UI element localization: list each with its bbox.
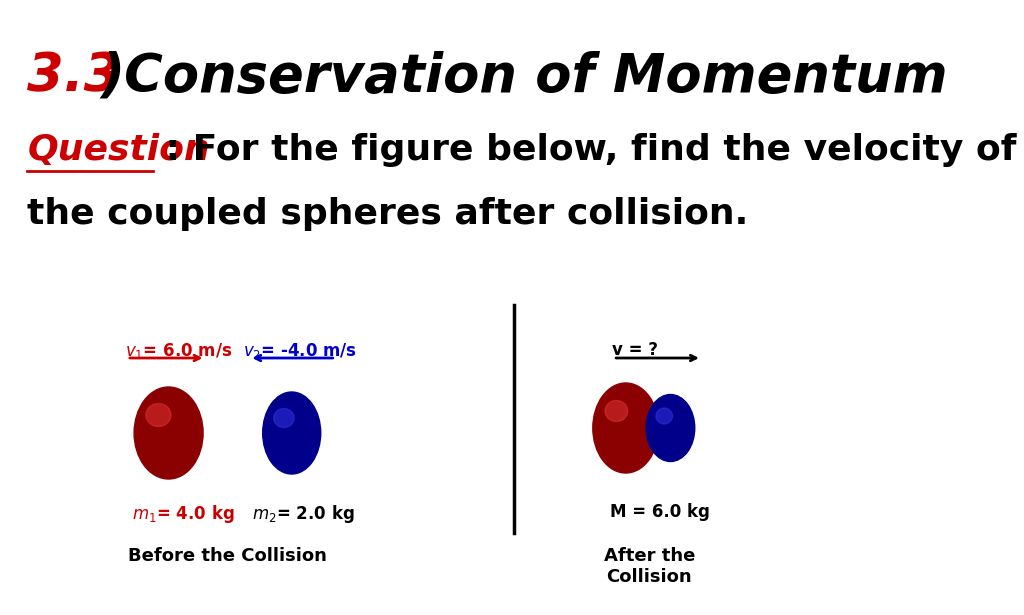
Text: Question: Question	[28, 133, 210, 167]
Ellipse shape	[605, 400, 628, 421]
Ellipse shape	[273, 408, 294, 427]
Text: $v_{1}$= 6.0 m/s: $v_{1}$= 6.0 m/s	[126, 341, 232, 361]
Ellipse shape	[656, 408, 673, 424]
Ellipse shape	[145, 403, 171, 426]
Ellipse shape	[134, 387, 203, 479]
Ellipse shape	[593, 383, 658, 473]
Text: 3.3: 3.3	[28, 50, 121, 102]
Text: Before the Collision: Before the Collision	[128, 547, 327, 565]
Text: : For the figure below, find the velocity of: : For the figure below, find the velocit…	[153, 133, 1017, 167]
Text: $m_{2}$= 2.0 kg: $m_{2}$= 2.0 kg	[253, 503, 355, 525]
Text: $m_{1}$= 4.0 kg: $m_{1}$= 4.0 kg	[132, 503, 234, 525]
Text: M = 6.0 kg: M = 6.0 kg	[610, 503, 710, 521]
Ellipse shape	[263, 392, 321, 474]
Text: the coupled spheres after collision.: the coupled spheres after collision.	[28, 197, 749, 231]
Text: v = ?: v = ?	[611, 341, 657, 359]
Text: )Conservation of Momentum: )Conservation of Momentum	[100, 50, 948, 102]
Ellipse shape	[646, 394, 694, 461]
Text: After the
Collision: After the Collision	[603, 547, 695, 586]
Text: $v_{2}$= -4.0 m/s: $v_{2}$= -4.0 m/s	[243, 341, 357, 361]
